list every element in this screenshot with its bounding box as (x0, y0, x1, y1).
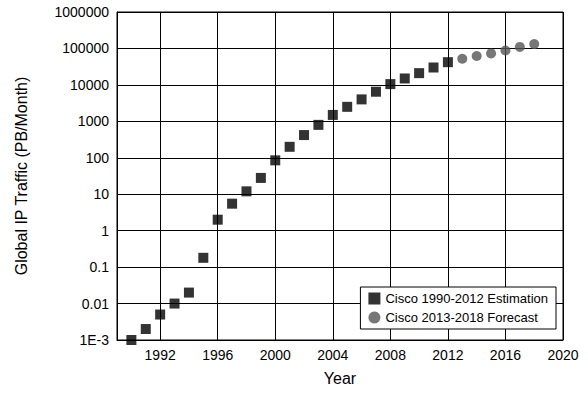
svg-text:Cisco 2013-2018 Forecast: Cisco 2013-2018 Forecast (385, 310, 538, 325)
svg-text:1992: 1992 (145, 347, 176, 363)
svg-text:100000: 100000 (62, 40, 109, 56)
svg-text:10: 10 (93, 186, 109, 202)
svg-text:Global IP Traffic (PB/Month): Global IP Traffic (PB/Month) (13, 77, 30, 276)
svg-text:1000000: 1000000 (54, 4, 109, 20)
svg-text:2016: 2016 (490, 347, 521, 363)
svg-text:2004: 2004 (317, 347, 348, 363)
svg-text:2012: 2012 (432, 347, 463, 363)
svg-text:2020: 2020 (547, 347, 578, 363)
svg-text:2000: 2000 (260, 347, 291, 363)
svg-text:2008: 2008 (375, 347, 406, 363)
svg-text:1996: 1996 (202, 347, 233, 363)
svg-text:10000: 10000 (70, 77, 109, 93)
svg-text:Year: Year (324, 370, 357, 387)
svg-text:100: 100 (86, 150, 110, 166)
svg-text:Cisco 1990-2012 Estimation: Cisco 1990-2012 Estimation (385, 291, 548, 306)
svg-text:0.1: 0.1 (90, 259, 110, 275)
svg-text:1000: 1000 (78, 113, 109, 129)
svg-text:1: 1 (101, 223, 109, 239)
svg-text:1E-3: 1E-3 (79, 332, 109, 348)
svg-text:0.01: 0.01 (82, 296, 109, 312)
